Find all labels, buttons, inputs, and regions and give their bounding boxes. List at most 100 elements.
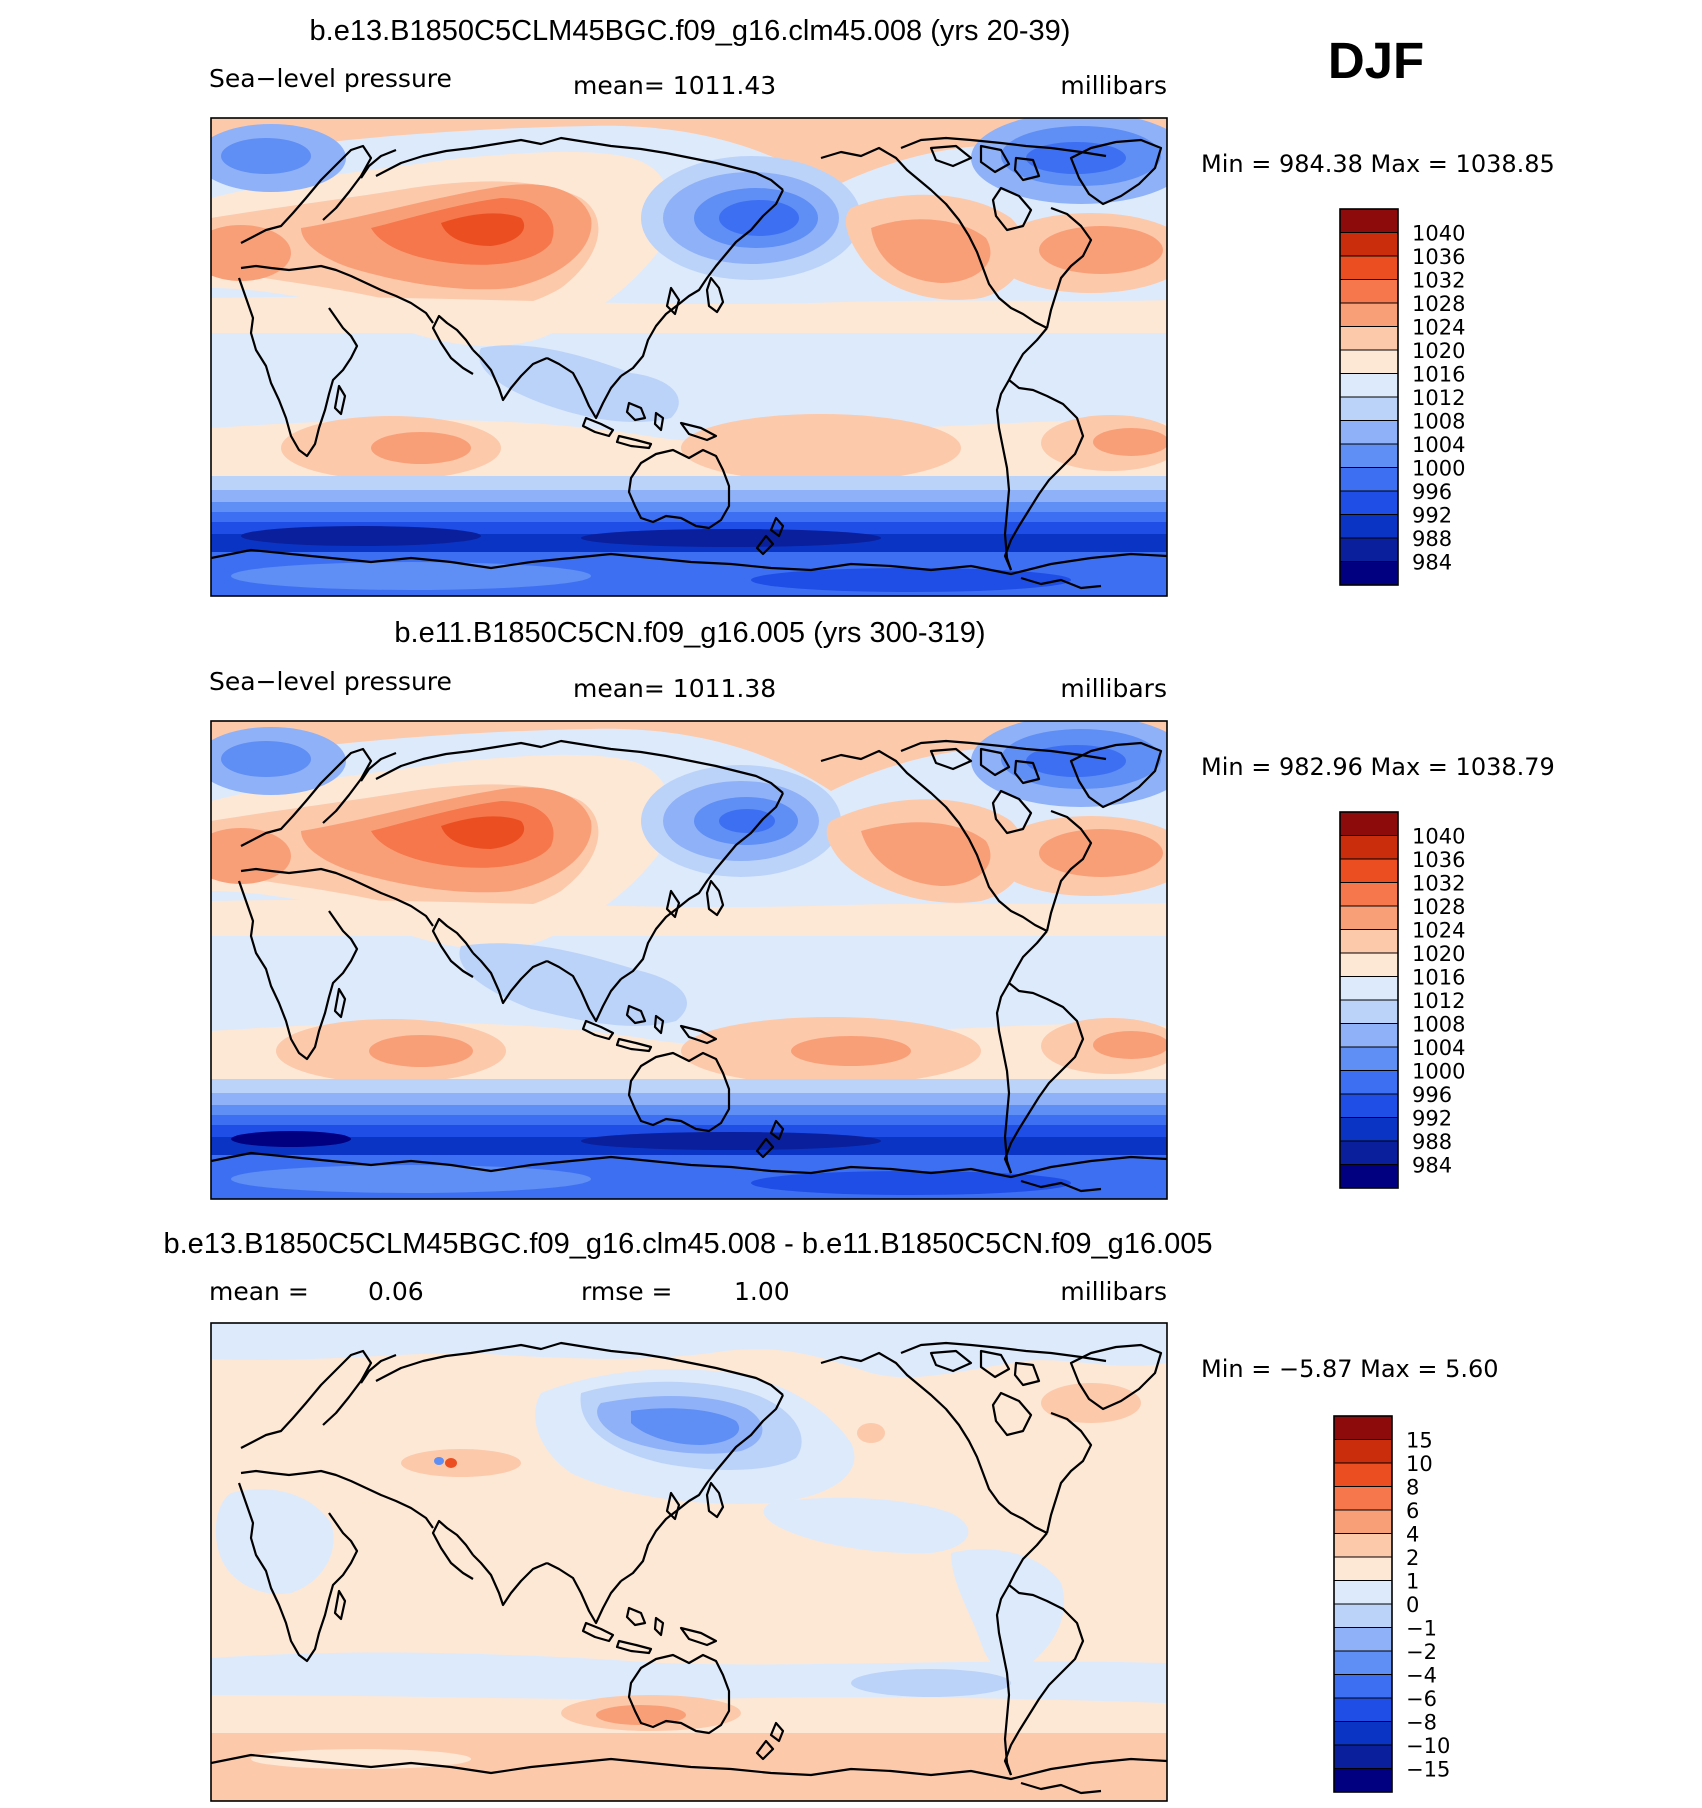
colorbar-swatch <box>1333 1627 1393 1652</box>
colorbar-swatch <box>1333 1650 1393 1675</box>
colorbar-swatch <box>1339 999 1399 1024</box>
panel-2-so-band-3 <box>211 1105 1167 1115</box>
panel-3-frame <box>210 1322 1168 1802</box>
colorbar-swatch <box>1339 349 1399 374</box>
colorbar-tick-label: 992 <box>1412 504 1452 528</box>
panel-3-rmse-label: rmse = <box>581 1277 673 1306</box>
panel-3-arctic-neg <box>211 1323 1167 1378</box>
panel-3-tibet-neg-spot <box>434 1457 444 1465</box>
panel-2-sh-high-atlantic-core <box>1093 1031 1167 1059</box>
colorbar-tick-label: 1016 <box>1412 363 1465 387</box>
colorbar-tick-label: 4 <box>1406 1523 1419 1547</box>
colorbar-tick-label: 1040 <box>1412 825 1465 849</box>
colorbar-swatch <box>1339 1046 1399 1071</box>
panel-2-europe-low-core <box>221 741 311 777</box>
colorbar-tick-label: 1024 <box>1412 316 1465 340</box>
colorbar-tick-label: 1032 <box>1412 269 1465 293</box>
colorbar-swatch <box>1339 811 1399 836</box>
colorbar-swatch <box>1333 1580 1393 1605</box>
colorbar-swatch <box>1339 326 1399 351</box>
panel-3-so-neg-core <box>851 1669 1011 1697</box>
colorbar-swatch <box>1339 561 1399 586</box>
panel-1-title: b.e13.B1850C5CLM45BGC.f09_g16.clm45.008 … <box>310 15 1071 47</box>
colorbar-tick-label: 1 <box>1406 1570 1419 1594</box>
panel-3-units: millibars <box>1060 1277 1167 1306</box>
colorbar-swatch <box>1339 1140 1399 1165</box>
colorbar-tick-label: −15 <box>1406 1758 1450 1782</box>
colorbar-frame <box>1339 208 1399 586</box>
colorbar-tick-label: 10 <box>1406 1452 1433 1476</box>
panel-3-natl-pos <box>1041 1383 1141 1423</box>
panel-1-so-core-1 <box>241 526 481 546</box>
panel-2-map <box>210 720 1168 1200</box>
panel-2-na-high-inner <box>861 822 991 886</box>
colorbar-tick-label: 1000 <box>1412 457 1465 481</box>
panel-1-sh-high-pacific <box>681 414 961 482</box>
panel-1-sh-high-atlantic-core <box>1093 428 1167 456</box>
panel-1-azores-high-west <box>211 225 291 281</box>
panel-1-azores-high-inner <box>1039 226 1163 274</box>
colorbar-tick-label: −4 <box>1406 1664 1437 1688</box>
colorbar-swatch <box>1333 1509 1393 1534</box>
panel-2-azores-high-west <box>211 828 291 884</box>
colorbar-swatch <box>1339 467 1399 492</box>
panel-1-so-band-2 <box>211 490 1167 502</box>
panel-2-so-band-4 <box>211 1115 1167 1125</box>
colorbar-swatch <box>1339 882 1399 907</box>
panel-3-mean-label: mean = <box>209 1277 309 1306</box>
colorbar-tick-label: 8 <box>1406 1476 1419 1500</box>
colorbar-swatch <box>1333 1439 1393 1464</box>
colorbar-swatch <box>1333 1768 1393 1793</box>
colorbar-swatch <box>1333 1697 1393 1722</box>
colorbar-tick-label: 988 <box>1412 527 1452 551</box>
panel-2-mean: mean= 1011.38 <box>573 674 776 703</box>
colorbar-tick-label: 1020 <box>1412 339 1465 363</box>
panel-2-frame <box>210 720 1168 1200</box>
panel-1-so-band-1 <box>211 476 1167 490</box>
panel-3-title: b.e13.B1850C5CLM45BGC.f09_g16.clm45.008 … <box>163 1228 1212 1260</box>
panel-2-azores-high-inner <box>1039 829 1163 877</box>
colorbar-tick-label: 1012 <box>1412 989 1465 1013</box>
colorbar-swatch <box>1339 858 1399 883</box>
panel-1-frame <box>210 117 1168 597</box>
panel-3-tibet-pos-core <box>445 1458 457 1468</box>
colorbar-swatch <box>1339 396 1399 421</box>
colorbar-tick-label: 15 <box>1406 1429 1433 1453</box>
panel-2-siberian-high-core <box>441 816 525 849</box>
colorbar-swatch <box>1339 514 1399 539</box>
colorbar-swatch <box>1339 255 1399 280</box>
panel-1-antarctica-patch-2 <box>751 568 1071 592</box>
panel-2: b.e11.B1850C5CN.f09_g16.005 (yrs 300-319… <box>209 617 1555 1200</box>
panel-3: b.e13.B1850C5CLM45BGC.f09_g16.clm45.008 … <box>163 1228 1499 1802</box>
panel-2-aleutian-low-core <box>719 809 775 833</box>
colorbar-swatch <box>1339 929 1399 954</box>
colorbar-swatch <box>1339 1023 1399 1048</box>
colorbar-swatch <box>1339 835 1399 860</box>
colorbar-tick-label: −10 <box>1406 1734 1450 1758</box>
panel-1-colorbar: 1040103610321028102410201016101210081004… <box>1339 208 1465 586</box>
colorbar-tick-label: −1 <box>1406 1617 1437 1641</box>
panel-3-map <box>210 1322 1168 1802</box>
panel-1-field-label: Sea−level pressure <box>209 64 452 93</box>
colorbar-tick-label: −6 <box>1406 1687 1437 1711</box>
colorbar-tick-label: 1020 <box>1412 942 1465 966</box>
colorbar-tick-label: 6 <box>1406 1499 1419 1523</box>
colorbar-tick-label: 1000 <box>1412 1060 1465 1084</box>
panel-1-na-high-inner <box>871 219 991 283</box>
season-label: DJF <box>1328 32 1424 89</box>
colorbar-swatch <box>1333 1744 1393 1769</box>
colorbar-swatch <box>1339 905 1399 930</box>
colorbar-swatch <box>1339 490 1399 515</box>
colorbar-swatch <box>1333 1415 1393 1440</box>
panel-2-icelandic-low-core <box>1026 745 1126 777</box>
panel-1: b.e13.B1850C5CLM45BGC.f09_g16.clm45.008 … <box>209 15 1555 597</box>
colorbar-swatch <box>1339 279 1399 304</box>
colorbar-swatch <box>1339 537 1399 562</box>
colorbar-tick-label: 1036 <box>1412 848 1465 872</box>
colorbar-tick-label: 1024 <box>1412 919 1465 943</box>
colorbar-frame <box>1333 1415 1393 1793</box>
panel-3-samerica-neg <box>951 1549 1065 1674</box>
colorbar-tick-label: 1040 <box>1412 222 1465 246</box>
